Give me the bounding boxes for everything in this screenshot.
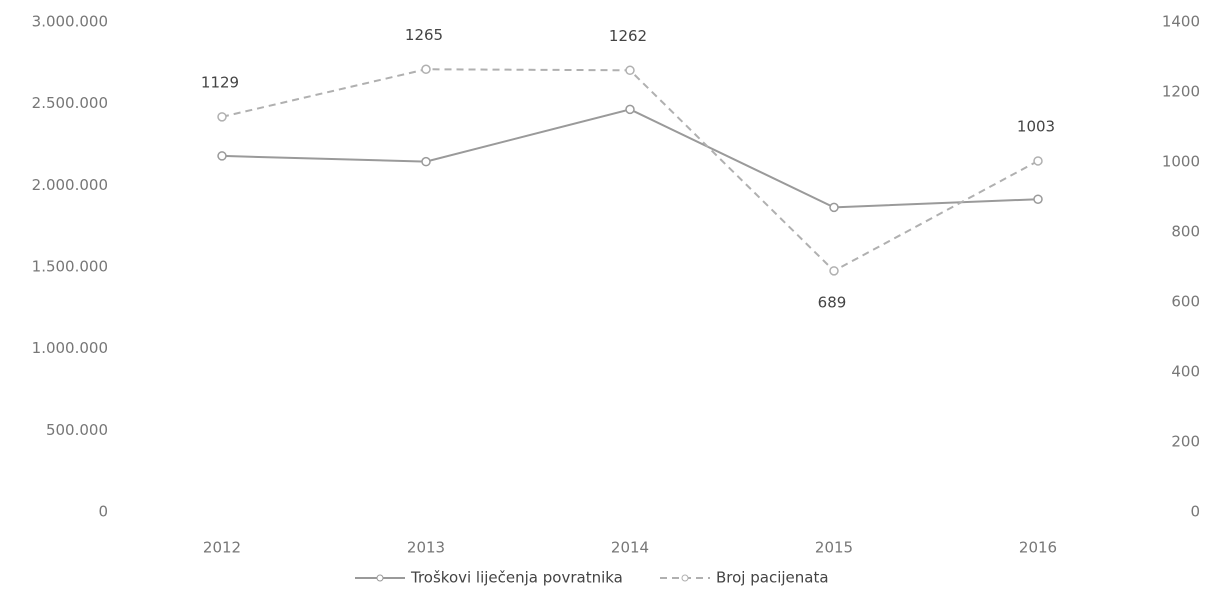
point-marker (829, 266, 839, 276)
point-marker (625, 104, 635, 115)
y2-tick-label: 1200 (1162, 83, 1200, 101)
y-tick-label: 1.000.000 (32, 339, 108, 357)
data-label: 1129 (201, 73, 239, 91)
point-marker (421, 156, 431, 167)
point-marker (829, 202, 839, 213)
y-tick-label: 0 (98, 503, 108, 521)
legend-label: Troškovi liječenja povratnika (410, 569, 623, 587)
point-marker (421, 64, 431, 74)
x-tick-label: 2012 (203, 539, 241, 557)
series-line (221, 68, 1039, 273)
point-marker (1033, 194, 1043, 204)
y-tick-label: 3.000.000 (32, 13, 108, 31)
point-marker (1033, 156, 1043, 166)
y2-tick-label: 200 (1171, 433, 1200, 451)
y2-tick-label: 1400 (1162, 13, 1200, 31)
x-tick-label: 2015 (815, 539, 853, 557)
legend-label: Broj pacijenata (716, 569, 829, 587)
y2-tick-label: 800 (1171, 223, 1200, 241)
legend-marker (376, 574, 384, 582)
point-marker (217, 151, 227, 161)
data-label: 1262 (609, 27, 647, 45)
series-line (221, 108, 1039, 209)
x-tick-label: 2014 (611, 539, 649, 557)
x-tick-label: 2016 (1019, 539, 1057, 557)
y-tick-label: 2.000.000 (32, 176, 108, 194)
y2-tick-label: 400 (1171, 363, 1200, 381)
point-marker (217, 112, 227, 122)
legend-marker (681, 574, 689, 582)
y-tick-label: 1.500.000 (32, 258, 108, 276)
data-label: 689 (818, 293, 847, 311)
y2-tick-label: 1000 (1162, 153, 1200, 171)
data-label: 1003 (1017, 117, 1055, 135)
point-marker (625, 65, 635, 76)
data-label: 1265 (405, 26, 443, 44)
y-tick-label: 500.000 (46, 421, 108, 439)
y2-tick-label: 0 (1190, 503, 1200, 521)
y2-tick-label: 600 (1171, 293, 1200, 311)
y-tick-label: 2.500.000 (32, 94, 108, 112)
x-tick-label: 2013 (407, 539, 445, 557)
